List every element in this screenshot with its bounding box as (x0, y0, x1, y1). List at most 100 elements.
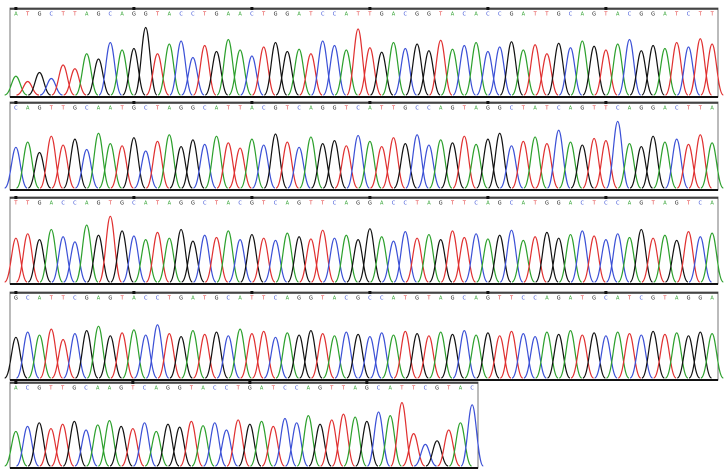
base-call: C (274, 201, 278, 207)
base-call: C (73, 201, 77, 207)
base-call: T (627, 296, 632, 302)
base-call: G (144, 12, 148, 18)
base-call: A (345, 201, 349, 207)
base-call: T (60, 386, 65, 392)
base-call: G (215, 296, 219, 302)
base-call: T (13, 201, 18, 207)
base-call: G (248, 386, 252, 392)
ruler-tick (368, 291, 371, 294)
base-call: A (286, 201, 290, 207)
base-call: C (144, 296, 148, 302)
trace-peak (193, 334, 215, 378)
base-call: A (663, 201, 667, 207)
base-call: C (203, 201, 207, 207)
base-call: C (628, 12, 632, 18)
trace-peak (595, 336, 617, 378)
base-call: A (250, 106, 254, 112)
base-call: A (14, 12, 18, 18)
trace-peak (441, 143, 463, 188)
ruler-tick (14, 101, 17, 104)
base-call: C (333, 201, 337, 207)
base-call: G (85, 296, 89, 302)
base-call: C (675, 106, 679, 112)
base-call: A (168, 12, 172, 18)
trace-peak (642, 331, 664, 378)
base-call: T (344, 106, 349, 112)
base-call: C (463, 296, 467, 302)
base-call: C (297, 106, 301, 112)
base-call: A (97, 106, 101, 112)
trace-peak (477, 239, 499, 282)
base-call: T (497, 296, 502, 302)
base-call: A (427, 201, 431, 207)
base-call: A (14, 386, 18, 392)
ruler-tick (368, 101, 371, 104)
trace-peak (300, 331, 322, 378)
base-call: C (109, 12, 113, 18)
base-call: A (26, 106, 30, 112)
trace-peak (5, 238, 27, 282)
base-call: A (333, 296, 337, 302)
trace-peak (654, 142, 676, 188)
ruler-tick (14, 196, 17, 199)
base-call: G (451, 296, 455, 302)
base-call: G (274, 106, 278, 112)
panel-frame (10, 102, 718, 190)
base-call: A (392, 12, 396, 18)
base-call: T (72, 12, 77, 18)
base-call: T (544, 106, 549, 112)
trace-peak (701, 233, 723, 282)
base-call: G (120, 201, 124, 207)
base-call: C (84, 386, 88, 392)
ruler-tick (604, 7, 607, 10)
base-call: C (262, 106, 266, 112)
base-call: A (345, 12, 349, 18)
base-call: G (580, 106, 584, 112)
trace-peak (618, 334, 640, 378)
base-call: A (109, 106, 113, 112)
base-call: A (215, 106, 219, 112)
ruler-tick (132, 101, 135, 104)
base-call: G (318, 386, 322, 392)
base-call: A (616, 296, 620, 302)
base-call: G (297, 296, 301, 302)
base-call: G (415, 12, 419, 18)
base-call: G (380, 12, 384, 18)
trace-peak (123, 236, 145, 282)
base-call: T (356, 12, 361, 18)
base-call: G (510, 12, 514, 18)
base-call: T (438, 12, 443, 18)
trace-peak (547, 334, 569, 378)
base-call: C (616, 201, 620, 207)
ruler-tick (250, 291, 253, 294)
base-call: G (37, 386, 41, 392)
base-call: A (522, 12, 526, 18)
base-call: G (166, 386, 170, 392)
trace-peak (665, 333, 687, 378)
base-call: A (168, 201, 172, 207)
trace-peak (406, 238, 428, 282)
trace-peak (677, 336, 699, 378)
base-call: T (25, 12, 30, 18)
base-call: C (486, 12, 490, 18)
trace-peak (689, 237, 711, 282)
trace-peak (429, 332, 451, 378)
base-call: T (674, 12, 679, 18)
base-call: C (510, 106, 514, 112)
base-call: G (73, 106, 77, 112)
base-call: A (297, 12, 301, 18)
base-call: C (470, 386, 474, 392)
base-call: T (202, 12, 207, 18)
base-call: C (132, 201, 136, 207)
ruler-tick (250, 101, 253, 104)
base-call: T (533, 201, 538, 207)
base-call: T (155, 12, 160, 18)
trace-peak (654, 334, 676, 378)
trace-peak (205, 332, 227, 378)
base-call: C (191, 12, 195, 18)
base-call: G (356, 201, 360, 207)
base-call: A (85, 201, 89, 207)
base-call: A (533, 106, 537, 112)
trace-peak (64, 69, 86, 95)
base-call: G (435, 386, 439, 392)
